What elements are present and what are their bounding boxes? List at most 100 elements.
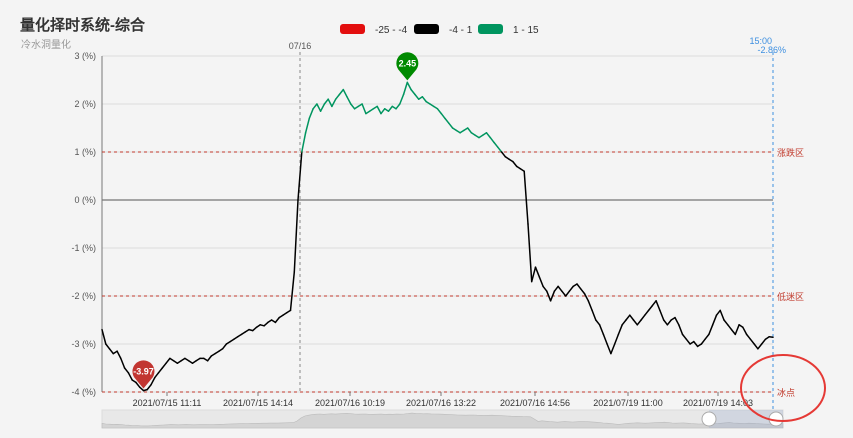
series-segment — [561, 290, 567, 297]
series-segment — [376, 105, 382, 115]
series-segment — [206, 355, 213, 362]
series-segment — [666, 319, 672, 326]
series-segment — [342, 88, 348, 98]
value-marker-pin[interactable] — [132, 360, 155, 389]
series-segment — [621, 319, 627, 326]
series-segment — [410, 88, 416, 96]
series-segment — [323, 98, 329, 105]
legend-label[interactable]: 1 - 15 — [513, 25, 539, 36]
datazoom-handle-left[interactable] — [701, 411, 717, 427]
series-segment — [304, 117, 311, 134]
series-segment — [161, 362, 167, 369]
value-marker-pin[interactable] — [396, 52, 419, 81]
series-segment — [636, 319, 642, 326]
series-segment — [387, 105, 394, 112]
series-segment — [538, 276, 544, 288]
x-tick-label: 2021/07/16 14:56 — [500, 398, 570, 408]
y-tick-label: -4 (%) — [72, 387, 97, 397]
series-segment — [489, 136, 495, 144]
series-segment — [466, 127, 473, 134]
series-segment — [568, 285, 574, 292]
series-segment — [421, 96, 427, 103]
legend-swatch[interactable] — [340, 24, 365, 34]
series-segment — [674, 316, 680, 326]
series-segment — [602, 333, 608, 345]
y-tick-label: -3 (%) — [72, 339, 97, 349]
series-segment — [440, 112, 446, 120]
series-segment — [380, 108, 386, 115]
series-segment — [576, 283, 582, 290]
series-segment — [700, 338, 706, 345]
series-segment — [120, 357, 126, 369]
series-segment — [644, 309, 650, 316]
series-segment — [530, 266, 537, 283]
series-segment — [749, 338, 755, 345]
series-segment — [497, 146, 503, 153]
chart-title: 量化择时系统-综合 — [20, 17, 145, 34]
series-segment — [640, 314, 646, 321]
series-segment — [651, 300, 657, 307]
mark-line-label: 低迷区 — [777, 291, 804, 302]
series-segment — [346, 96, 352, 105]
series-segment — [549, 290, 556, 302]
series-segment — [154, 372, 160, 379]
pointer-value-label: -2.86% — [757, 45, 786, 55]
series-segment — [757, 343, 763, 350]
series-segment — [598, 324, 605, 336]
x-tick-label: 2021/07/19 11:00 — [593, 398, 662, 408]
series-segment — [150, 376, 156, 386]
series-segment — [165, 357, 171, 364]
series-segment — [312, 103, 318, 110]
series-segment — [399, 93, 405, 105]
series-segment — [625, 314, 631, 321]
series-segment — [557, 285, 563, 292]
y-tick-label: 0 (%) — [74, 195, 96, 205]
series-segment — [711, 314, 718, 326]
series-segment — [289, 271, 296, 312]
series-segment — [334, 93, 341, 100]
series-segment — [402, 81, 409, 96]
series-segment — [564, 290, 571, 297]
y-tick-label: 2 (%) — [74, 99, 96, 109]
series-segment — [534, 266, 541, 278]
series-segment — [583, 292, 590, 302]
series-segment — [693, 340, 699, 348]
legend-label[interactable]: -25 - -4 — [375, 25, 408, 36]
series-segment — [395, 103, 401, 110]
x-tick-label: 2021/07/19 14:03 — [683, 398, 753, 408]
pointer-time-label: 15:00 — [749, 36, 772, 46]
series-segment — [591, 309, 597, 321]
series-segment — [274, 316, 280, 324]
series-segment — [730, 328, 737, 336]
series-segment — [331, 98, 337, 108]
series-segment — [734, 324, 740, 336]
series-segment — [308, 108, 314, 120]
series-segment — [338, 88, 345, 96]
series-segment — [157, 367, 164, 374]
series-segment — [659, 309, 665, 321]
series-segment — [629, 314, 635, 321]
series-segment — [613, 333, 620, 345]
series-segment — [542, 285, 548, 292]
legend-swatch[interactable] — [478, 24, 503, 34]
series-segment — [719, 309, 725, 321]
series-segment — [123, 367, 130, 374]
value-marker-label: 2.45 — [399, 58, 417, 68]
series-segment — [617, 324, 623, 336]
series-segment — [361, 103, 367, 115]
series-segment — [127, 372, 133, 381]
series-segment — [263, 321, 269, 327]
mark-line-label: 涨跌区 — [777, 148, 804, 158]
legend-label[interactable]: -4 - 1 — [449, 25, 473, 36]
series-segment — [723, 319, 729, 326]
series-segment — [116, 350, 122, 360]
series-segment — [704, 333, 710, 340]
legend-swatch[interactable] — [414, 24, 439, 34]
series-segment — [485, 132, 492, 139]
series-segment — [655, 300, 661, 312]
series-segment — [436, 108, 443, 115]
series-segment — [579, 288, 586, 295]
datazoom-window[interactable] — [709, 410, 783, 428]
x-tick-label: 2021/07/15 14:14 — [223, 398, 293, 408]
